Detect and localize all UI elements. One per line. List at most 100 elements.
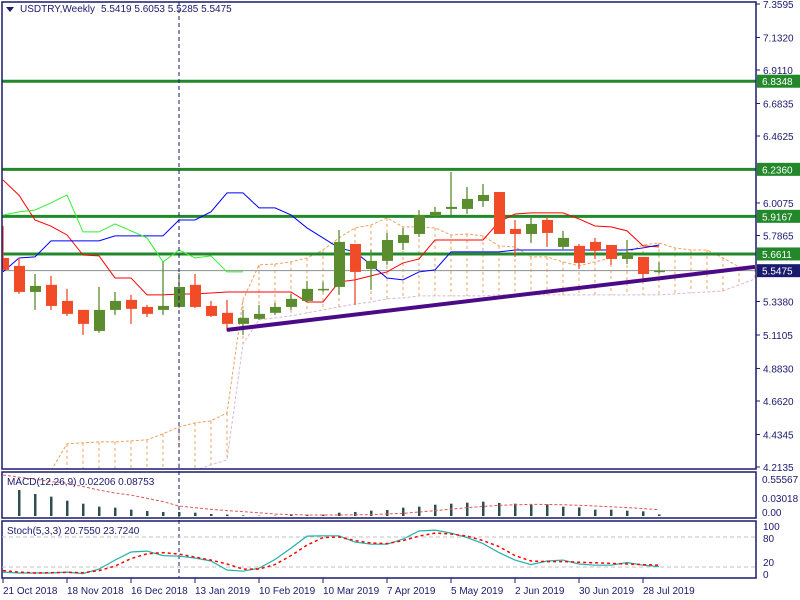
candle-body xyxy=(222,312,233,324)
y-tick-label: 6.4625 xyxy=(763,132,794,143)
macd-histogram-bar xyxy=(34,493,37,516)
macd-histogram-bar xyxy=(162,511,165,516)
bearish-candle xyxy=(638,256,649,282)
macd-histogram-bar xyxy=(290,514,293,516)
candle-body xyxy=(2,257,9,270)
x-tick-label: 7 Apr 2019 xyxy=(387,586,436,597)
bearish-candle xyxy=(606,244,617,265)
macd-histogram-bar xyxy=(226,514,229,516)
macd-histogram-bar xyxy=(498,502,501,516)
dropdown-triangle-icon[interactable] xyxy=(6,7,14,12)
x-tick-label: 28 Jul 2019 xyxy=(643,586,695,597)
bearish-candle xyxy=(574,243,585,269)
x-tick-label: 2 Jun 2019 xyxy=(515,586,565,597)
candle-body xyxy=(14,265,25,292)
macd-histogram-bar xyxy=(146,511,149,516)
macd-histogram-bar xyxy=(626,510,629,516)
candle-body xyxy=(62,300,73,314)
y-tick-label: 4.4345 xyxy=(763,430,794,441)
symbol-label: USDTRY,Weekly xyxy=(20,4,96,15)
macd-histogram-bar xyxy=(642,511,645,516)
macd-histogram-bar xyxy=(66,500,69,516)
bearish-candle xyxy=(46,275,57,310)
macd-signal-line xyxy=(2,474,660,516)
x-tick-label: 30 Jun 2019 xyxy=(579,586,634,597)
macd-histogram-bar xyxy=(18,490,21,516)
candle-body xyxy=(286,298,297,307)
macd-histogram-bar xyxy=(482,501,485,516)
candle-body xyxy=(446,206,457,209)
bearish-candle xyxy=(494,192,505,234)
y-tick-label: 4.2135 xyxy=(763,463,794,474)
bullish-candle xyxy=(254,304,265,320)
macd-histogram-bar xyxy=(562,506,565,516)
candle-body xyxy=(526,223,537,234)
level-price-tag xyxy=(757,162,800,176)
candle-body xyxy=(270,306,281,313)
macd-axis-label: 0.03018 xyxy=(762,494,799,505)
macd-histogram-bar xyxy=(114,507,117,516)
bearish-candle xyxy=(222,299,233,331)
candle-body xyxy=(302,288,313,301)
bullish-candle xyxy=(558,230,569,250)
macd-panel-border xyxy=(1,471,757,519)
main-plot xyxy=(2,79,756,469)
candle-body xyxy=(110,300,121,310)
indicator-blue-line xyxy=(2,192,660,281)
current-price-tag xyxy=(757,264,800,278)
macd-histogram-bar xyxy=(402,507,405,516)
macd-histogram-bar xyxy=(338,512,341,516)
bearish-candle xyxy=(190,273,201,308)
bearish-candle xyxy=(62,288,73,316)
current-price-label: 5.5475 xyxy=(762,267,793,278)
level-price-label: 5.6611 xyxy=(762,250,792,261)
candle-body xyxy=(654,270,665,273)
indicator-red-line xyxy=(2,179,660,303)
bearish-candle xyxy=(14,257,25,294)
bullish-candle xyxy=(366,249,377,290)
macd-histogram-bar xyxy=(98,506,101,516)
bullish-candle xyxy=(238,309,249,335)
macd-histogram-bar xyxy=(466,502,469,516)
macd-histogram-bar xyxy=(82,503,85,516)
bearish-candle xyxy=(206,300,217,317)
bullish-candle xyxy=(462,187,473,214)
candle-body xyxy=(590,241,601,251)
bullish-candle xyxy=(302,280,313,302)
bullish-candle xyxy=(270,302,281,315)
candle-body xyxy=(430,211,441,216)
level-price-label: 5.9167 xyxy=(762,212,793,223)
candle-body xyxy=(350,243,361,272)
candle-body xyxy=(366,260,377,269)
macd-axis-label: 0.55567 xyxy=(762,475,799,486)
candle-body xyxy=(462,198,473,209)
x-tick-label: 13 Jan 2019 xyxy=(195,586,250,597)
candle-body xyxy=(318,288,329,291)
macd-label: MACD(12,26,9) 0.02206 0.08753 xyxy=(7,477,155,488)
candle-body xyxy=(254,313,265,319)
macd-histogram-bar xyxy=(578,507,581,516)
bullish-candle xyxy=(30,273,41,310)
y-tick-label: 7.3595 xyxy=(763,0,794,11)
y-tick-label: 7.1320 xyxy=(763,33,794,44)
stoch-axis-label: 100 xyxy=(763,522,780,533)
y-tick-label: 6.0075 xyxy=(763,199,794,210)
stoch-panel-border xyxy=(1,520,757,579)
macd-histogram-bar xyxy=(50,496,53,516)
y-tick-label: 5.1105 xyxy=(763,331,793,342)
candle-body xyxy=(622,253,633,259)
candle-body xyxy=(46,284,57,306)
indicator-green-line xyxy=(2,194,243,273)
macd-axis-label: 0.00 xyxy=(762,508,782,519)
bullish-candle xyxy=(526,216,537,243)
macd-histogram-bar xyxy=(130,509,133,516)
trendline xyxy=(226,264,756,332)
y-tick-label: 5.3380 xyxy=(763,298,794,309)
x-tick-label: 5 May 2019 xyxy=(451,586,504,597)
bearish-candle xyxy=(2,226,9,270)
x-tick-label: 10 Feb 2019 xyxy=(259,586,316,597)
stoch-plot xyxy=(2,529,756,575)
candle-body xyxy=(414,214,425,234)
candle-body xyxy=(94,309,105,331)
